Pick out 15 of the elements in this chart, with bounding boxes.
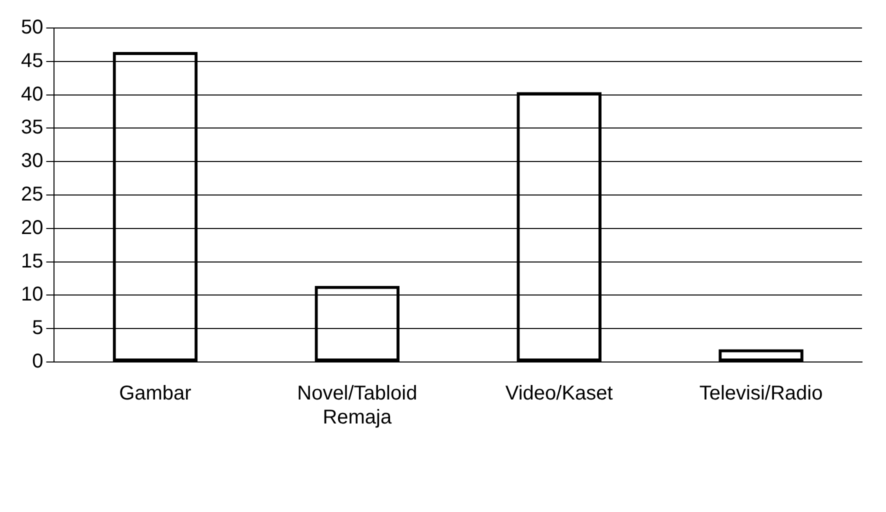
y-tick-label: 25 (20, 184, 44, 206)
y-tick-label: 5 (32, 317, 44, 340)
y-tick-label: 0 (32, 350, 44, 373)
y-tick-label: 45 (20, 50, 44, 72)
y-tick-label: 50 (20, 16, 44, 39)
x-tick-label: Video/Kaset (505, 382, 614, 405)
y-tick-label: 10 (20, 284, 44, 306)
y-tick-label: 40 (20, 83, 44, 106)
x-tick-label: Novel/Tabloid Remaja (297, 382, 418, 429)
y-tick-label: 30 (20, 150, 44, 172)
x-tick-label: Gambar (119, 382, 192, 405)
y-tick-label: 35 (20, 116, 44, 139)
y-tick-label: 15 (20, 250, 44, 272)
y-tick-label: 20 (20, 216, 44, 239)
x-tick-label: Televisi/Radio (699, 382, 823, 405)
